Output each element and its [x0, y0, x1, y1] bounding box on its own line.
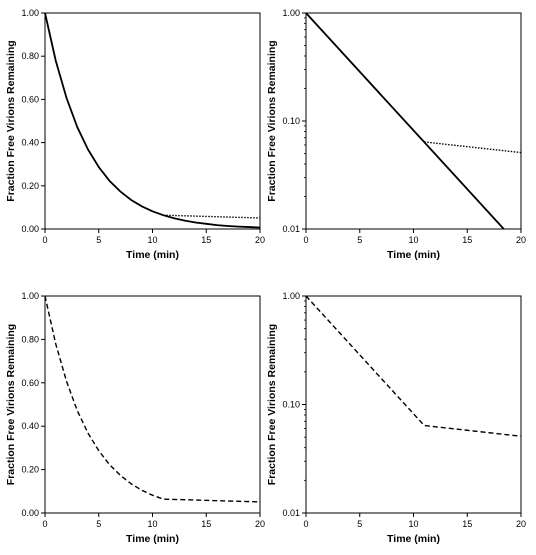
y-axis-label: Fraction Free Virions Remaining — [5, 40, 17, 201]
y-tick-label: 0.80 — [21, 51, 39, 61]
x-tick-label: 20 — [255, 519, 265, 529]
x-tick-label: 0 — [42, 519, 47, 529]
y-axis-label: Fraction Free Virions Remaining — [266, 40, 278, 201]
y-axis-label: Fraction Free Virions Remaining — [266, 324, 278, 485]
y-tick-label: 0.00 — [21, 508, 39, 518]
x-tick-label: 20 — [255, 235, 265, 245]
series-line-dashed — [305, 295, 522, 437]
x-tick-label: 0 — [42, 235, 47, 245]
y-tick-label: 0.10 — [282, 116, 300, 126]
x-tick-label: 5 — [96, 519, 101, 529]
x-axis-label: Time (min) — [387, 249, 440, 261]
y-tick-label: 0.10 — [282, 400, 300, 410]
x-axis-label: Time (min) — [126, 533, 179, 545]
x-tick-label: 5 — [357, 519, 362, 529]
x-tick-label: 10 — [147, 235, 157, 245]
y-axis-label: Fraction Free Virions Remaining — [5, 324, 17, 485]
chart-panel-3: 0 5 10 15 20 0.00 0.20 0.40 0.60 0.80 1.00 Time (mi… — [5, 291, 265, 545]
series-line-solid — [44, 12, 261, 229]
x-tick-label: 20 — [516, 235, 526, 245]
plot-frame — [44, 295, 261, 514]
y-tick-label: 0.01 — [282, 508, 300, 518]
x-tick-label: 5 — [96, 235, 101, 245]
x-tick-label: 15 — [201, 235, 211, 245]
plot-frame — [44, 12, 261, 230]
y-tick-label: 0.20 — [21, 181, 39, 191]
x-tick-label: 15 — [462, 519, 472, 529]
x-tick-label: 0 — [303, 519, 308, 529]
y-tick-label: 1.00 — [282, 8, 300, 18]
x-axis-label: Time (min) — [126, 249, 179, 261]
chart-panel-1: 0 5 10 15 20 0.00 0.20 0.40 0.60 0.80 1.00 Time (mi… — [5, 8, 265, 261]
chart-panel-2: 0 5 10 15 20 0.01 0.10 1.00 Time (min) Fraction F… — [266, 8, 526, 261]
x-tick-label: 5 — [357, 235, 362, 245]
plot-frame — [305, 12, 522, 230]
y-tick-label: 0.40 — [21, 138, 39, 148]
x-tick-label: 10 — [408, 235, 418, 245]
y-tick-label: 0.60 — [21, 94, 39, 104]
y-tick-label: 0.00 — [21, 224, 39, 234]
x-axis-label: Time (min) — [387, 533, 440, 545]
y-tick-label: 0.60 — [21, 378, 39, 388]
x-tick-label: 15 — [462, 235, 472, 245]
plot-frame — [305, 295, 522, 514]
x-tick-label: 0 — [303, 235, 308, 245]
y-tick-label: 0.80 — [21, 334, 39, 344]
series-line-solid — [305, 12, 505, 230]
x-tick-label: 10 — [147, 519, 157, 529]
chart-panel-4: 0 5 10 15 20 0.01 0.10 1.00 Time (min) Fraction F… — [266, 291, 526, 545]
series-line-dotted — [424, 141, 522, 154]
y-tick-label: 1.00 — [21, 291, 39, 301]
y-tick-label: 0.01 — [282, 224, 300, 234]
y-tick-label: 1.00 — [21, 8, 39, 18]
series-line-dotted — [163, 214, 261, 219]
y-tick-label: 0.20 — [21, 465, 39, 475]
x-tick-label: 10 — [408, 519, 418, 529]
x-tick-label: 15 — [201, 519, 211, 529]
y-tick-label: 1.00 — [282, 291, 300, 301]
series-line-dashed — [44, 295, 261, 503]
y-tick-label: 0.40 — [21, 421, 39, 431]
x-tick-label: 20 — [516, 519, 526, 529]
